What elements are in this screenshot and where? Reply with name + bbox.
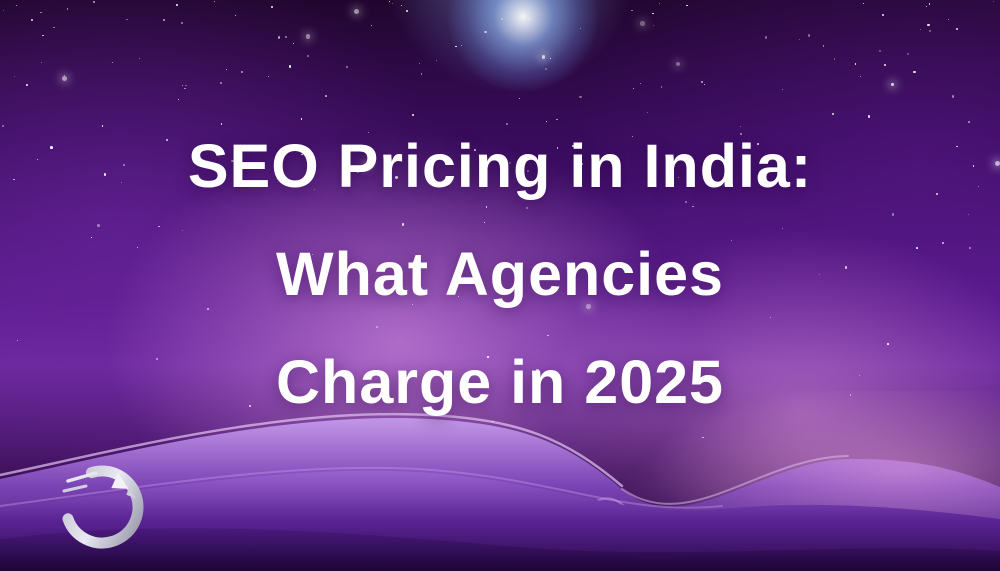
bright-star-glow-icon <box>448 0 598 92</box>
wave-graphic <box>0 391 1000 571</box>
page-title: SEO Pricing in India: What Agencies Char… <box>0 112 1000 436</box>
title-line-1: SEO Pricing in India: <box>187 132 813 200</box>
rocket-swoosh-logo-icon <box>60 465 144 549</box>
title-line-2: What Agencies <box>276 240 724 308</box>
title-line-3: Charge in 2025 <box>276 348 724 416</box>
